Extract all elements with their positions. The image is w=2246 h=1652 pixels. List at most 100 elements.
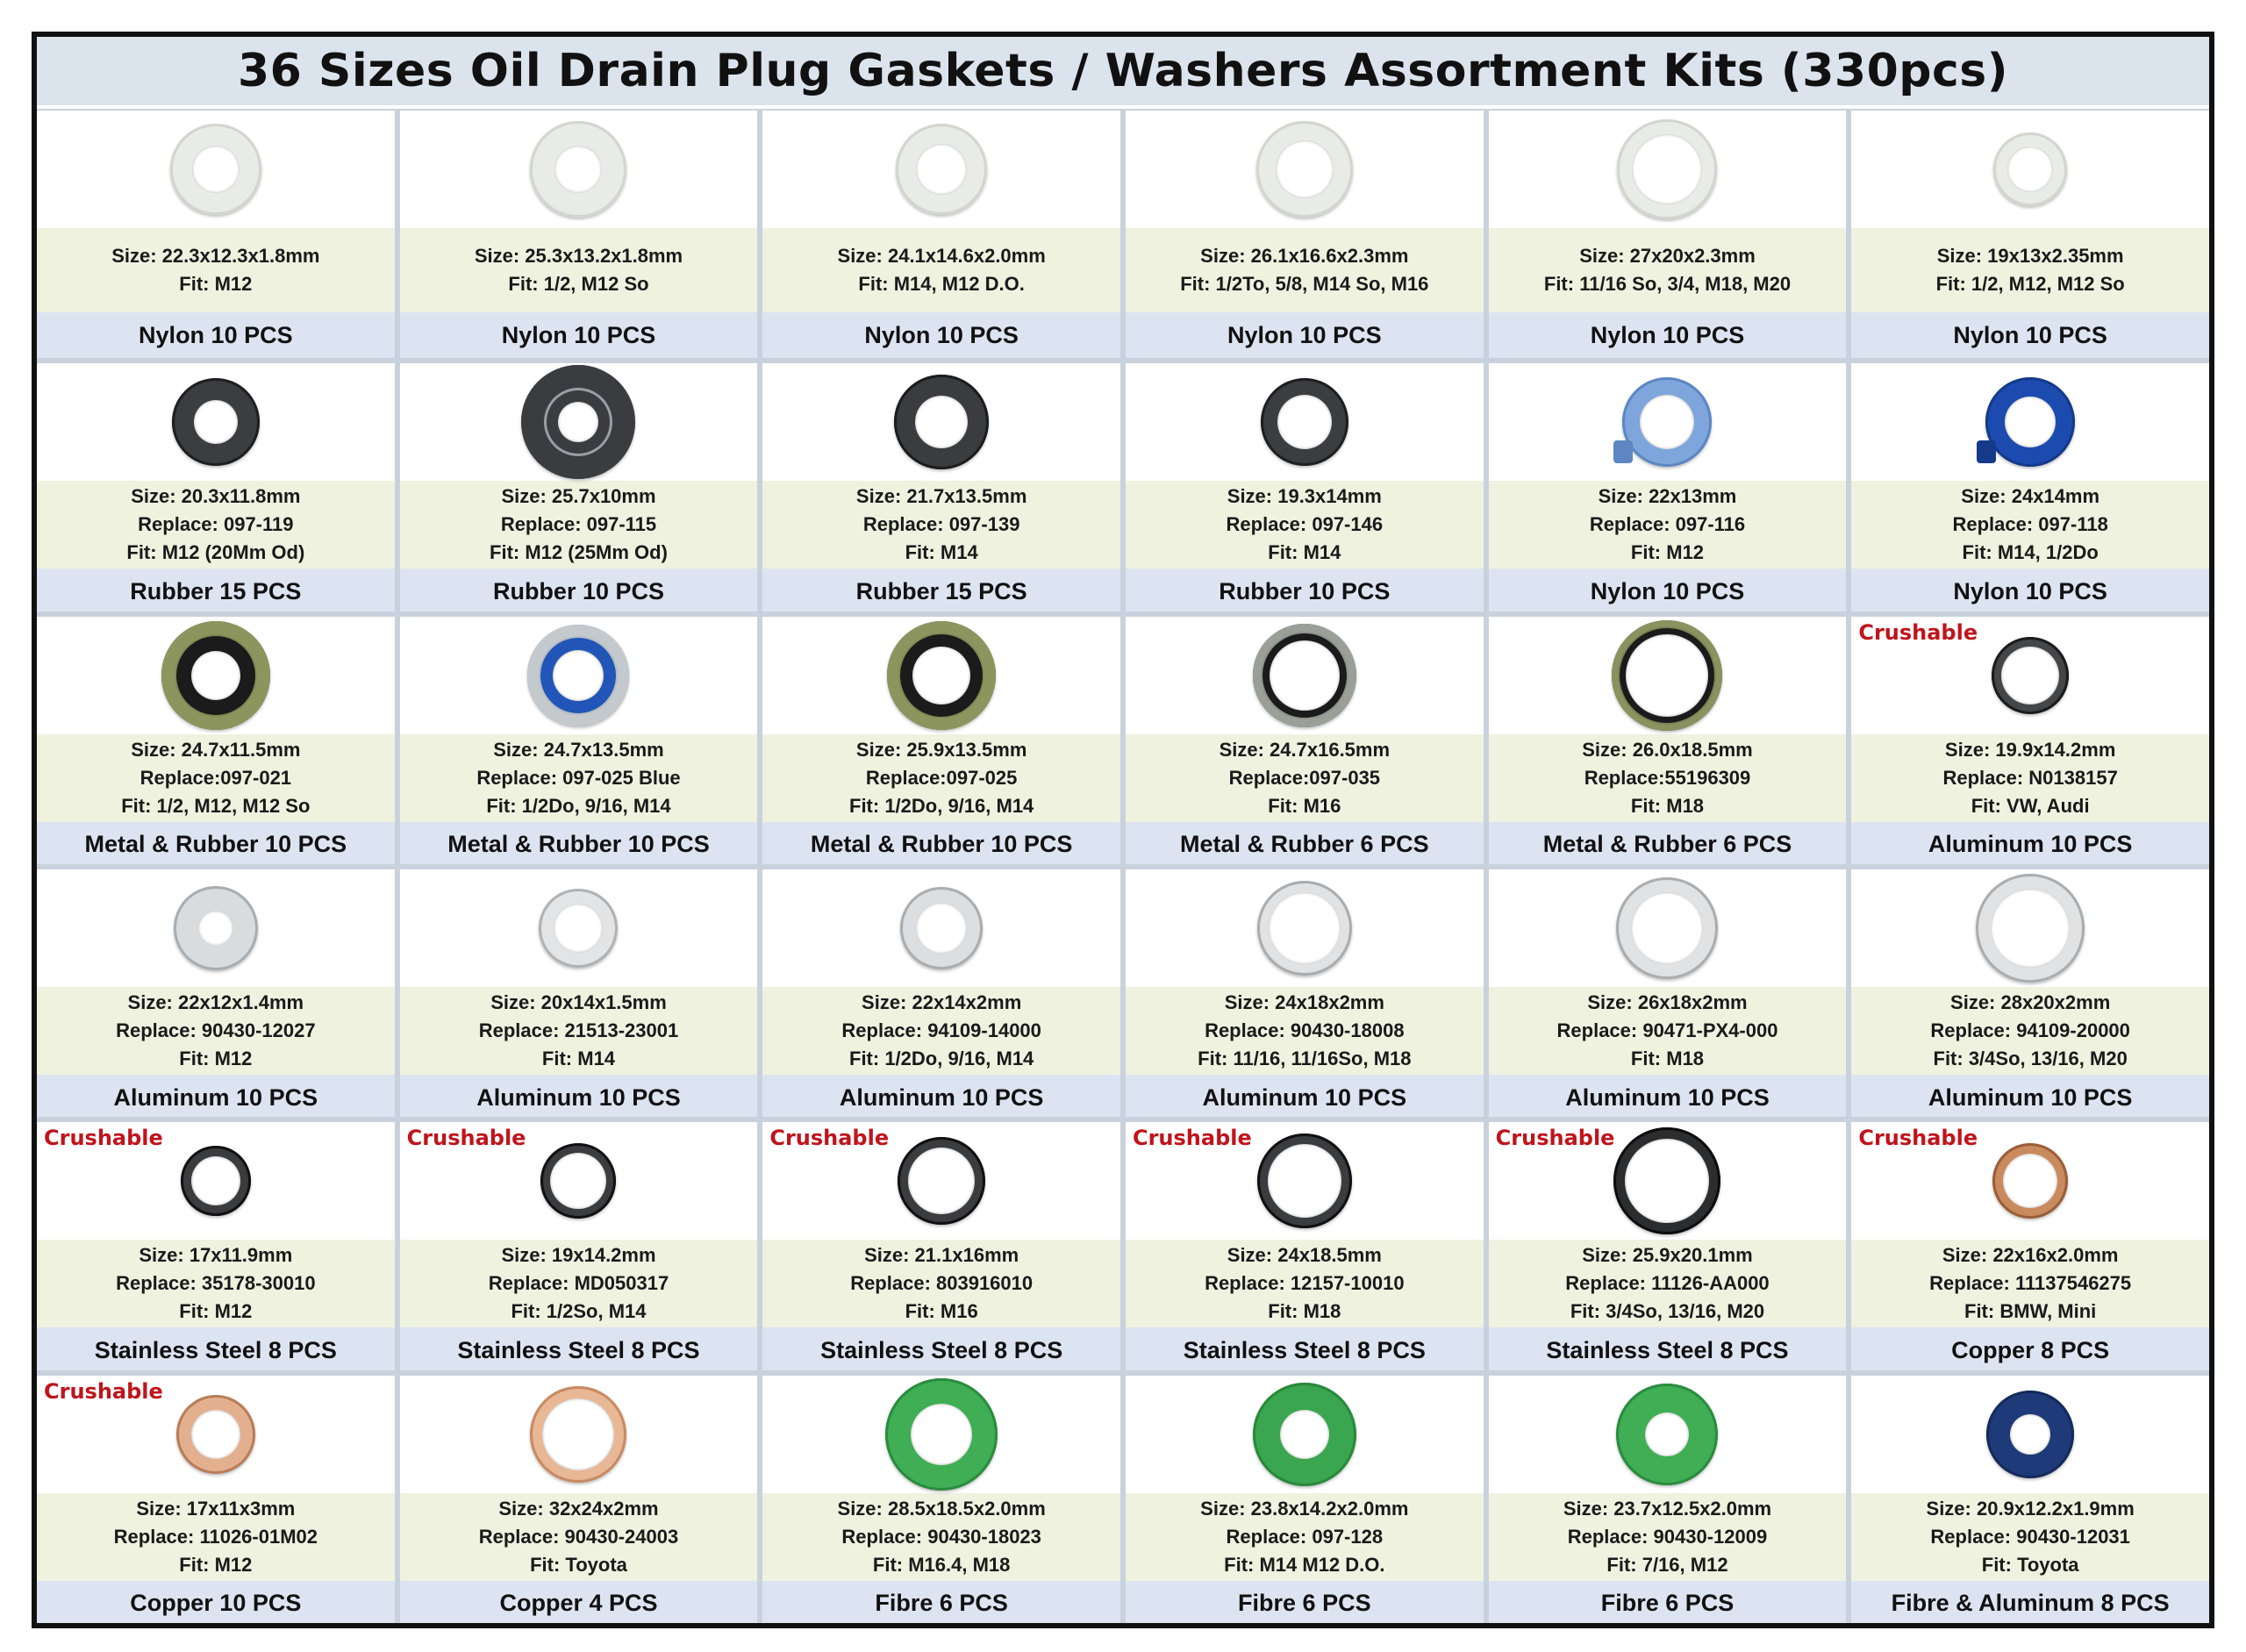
aluminum-washer-icon xyxy=(1616,877,1719,979)
washer-spec: Size: 22x12x1.4mm Replace: 90430-12027 Fit… xyxy=(37,987,395,1075)
washer-spec: Size: 24x14mm Replace: 097-118 Fit: M14, 1… xyxy=(1851,481,2209,569)
material-label-bar: Nylon 10 PCS xyxy=(1488,569,1847,611)
washer-image-area xyxy=(1125,616,1484,734)
washer-spec: Size: 24.7x11.5mm Replace:097-021 Fit: 1/2… xyxy=(37,733,395,822)
washer-image-area xyxy=(37,869,395,987)
washer-card: Size: 23.7x12.5x2.0mm Replace: 90430-1200… xyxy=(1488,1375,1847,1623)
washer-spec: Size: 19x13x2.35mm Fit: 1/2, M12, M12 So xyxy=(1851,228,2209,313)
material-label-bar: Nylon 10 PCS xyxy=(1488,312,1847,359)
material-label: Stainless Steel 8 PCS xyxy=(457,1336,700,1363)
washer-card: Size: 25.7x10mm Replace: 097-115 Fit: M12 … xyxy=(399,363,758,611)
navy-fibre-washer-icon xyxy=(1986,1390,2075,1478)
spec-line: Size: 24x14mm xyxy=(1961,485,2100,508)
spec-line: Fit: M12 xyxy=(179,273,253,296)
spec-line: Size: 27x20x2.3mm xyxy=(1579,245,1756,268)
spec-line: Fit: M16 xyxy=(1268,794,1341,817)
material-label-bar: Rubber 15 PCS xyxy=(37,569,395,611)
spec-line: Fit: M14, 1/2Do xyxy=(1962,541,2099,564)
spec-line: Fit: M14 M12 D.O. xyxy=(1224,1553,1385,1576)
spec-line: Fit: M12 (20Mm Od) xyxy=(126,541,305,564)
material-label-bar: Fibre 6 PCS xyxy=(1488,1580,1847,1623)
material-label: Metal & Rubber 10 PCS xyxy=(810,831,1073,858)
spec-line: Size: 28x20x2mm xyxy=(1950,991,2111,1013)
spec-line: Replace: 097-118 xyxy=(1952,513,2108,536)
washer-image-area xyxy=(1488,1375,1847,1493)
spec-line: Size: 22.3x12.3x1.8mm xyxy=(111,245,320,268)
washer-image-area xyxy=(399,616,758,734)
washer-spec: Size: 17x11x3mm Replace: 11026-01M02 Fit: … xyxy=(37,1492,395,1581)
spec-line: Fit: 7/16, M12 xyxy=(1606,1553,1728,1576)
washer-grid: Size: 22.3x12.3x1.8mm Fit: M12 Nylon 10 PC… xyxy=(37,111,2209,1623)
spec-line: Replace: 097-146 xyxy=(1226,513,1384,536)
spec-line: Size: 25.7x10mm xyxy=(501,485,656,508)
spec-line: Size: 24x18.5mm xyxy=(1227,1244,1382,1267)
material-label: Nylon 10 PCS xyxy=(1590,321,1745,348)
material-label-bar: Stainless Steel 8 PCS xyxy=(37,1327,395,1370)
washer-card: Size: 26.1x16.6x2.3mm Fit: 1/2To, 5/8, M1… xyxy=(1125,111,1484,359)
material-label: Rubber 10 PCS xyxy=(492,577,665,604)
washer-card: Size: 20.9x12.2x1.9mm Replace: 90430-1203… xyxy=(1851,1375,2209,1623)
washer-spec: Size: 24x18.5mm Replace: 12157-10010 Fit: … xyxy=(1125,1240,1484,1328)
washer-card: Crushable Size: 21.1x16mm Replace: 8039160… xyxy=(762,1122,1120,1370)
washer-spec: Size: 26x18x2mm Replace: 90471-PX4-000 Fit… xyxy=(1488,987,1847,1075)
washer-image-area xyxy=(1125,1375,1484,1493)
spec-line: Fit: Toyota xyxy=(530,1553,627,1576)
spec-line: Size: 22x13mm xyxy=(1598,485,1737,508)
material-label: Stainless Steel 8 PCS xyxy=(94,1336,337,1363)
washer-image-area xyxy=(1125,111,1484,228)
spec-line: Replace: 90430-12027 xyxy=(116,1019,316,1041)
washer-spec: Size: 19.3x14mm Replace: 097-146 Fit: M14 xyxy=(1125,481,1484,569)
spec-line: Size: 22x14x2mm xyxy=(862,991,1022,1013)
washer-card: Crushable Size: 25.9x20.1mm Replace: 11126… xyxy=(1488,1122,1847,1370)
spec-line: Replace: 90430-18023 xyxy=(841,1525,1041,1548)
spec-line: Fit: M18 xyxy=(1268,1300,1341,1323)
green-fibre-washer-icon xyxy=(885,1377,998,1491)
crushable-steel-washer-icon xyxy=(180,1146,251,1217)
washer-card: Size: 24.1x14.6x2.0mm Fit: M14, M12 D.O. N… xyxy=(762,111,1120,359)
material-label: Aluminum 10 PCS xyxy=(839,1083,1044,1111)
spec-line: Fit: 11/16, 11/16So, M18 xyxy=(1198,1048,1412,1069)
spec-line: Size: 20x14x1.5mm xyxy=(490,991,667,1013)
crushable-steel-washer-icon xyxy=(1992,636,2070,714)
spec-line: Fit: M12 xyxy=(179,1048,253,1069)
washer-card: Crushable Size: 19x14.2mm Replace: MD05031… xyxy=(399,1122,758,1370)
spec-line: Fit: VW, Audi xyxy=(1971,794,2090,817)
material-label: Nylon 10 PCS xyxy=(1953,321,2107,348)
washer-spec: Size: 28x20x2mm Replace: 94109-20000 Fit: … xyxy=(1851,987,2209,1075)
material-label-bar: Rubber 10 PCS xyxy=(1125,569,1484,611)
washer-spec: Size: 25.9x20.1mm Replace: 11126-AA000 Fit… xyxy=(1488,1240,1847,1328)
washer-image-area xyxy=(1851,869,2209,987)
rubber-washer-icon xyxy=(521,365,636,480)
spec-line: Replace: 11126-AA000 xyxy=(1565,1272,1770,1295)
material-label-bar: Nylon 10 PCS xyxy=(37,312,395,359)
spec-line: Fit: 1/2Do, 9/16, M14 xyxy=(849,794,1034,817)
material-label: Nylon 10 PCS xyxy=(1953,577,2107,604)
spec-line: Replace: 35178-30010 xyxy=(116,1272,316,1295)
material-label-bar: Metal & Rubber 10 PCS xyxy=(399,821,758,864)
poster-frame: 36 Sizes Oil Drain Plug Gaskets / Washer… xyxy=(32,32,2214,1628)
spec-line: Replace: 21513-23001 xyxy=(478,1019,679,1041)
washer-image-area xyxy=(37,616,395,734)
material-label: Aluminum 10 PCS xyxy=(1928,1083,2133,1111)
washer-spec: Size: 27x20x2.3mm Fit: 11/16 So, 3/4, M18… xyxy=(1488,228,1847,313)
spec-line: Replace: 11026-01M02 xyxy=(113,1525,318,1548)
washer-card: Crushable Size: 22x16x2.0mm Replace: 11137… xyxy=(1851,1122,2209,1370)
washer-card: Size: 20x14x1.5mm Replace: 21513-23001 Fit… xyxy=(399,869,758,1118)
crushable-tag: Crushable xyxy=(1132,1126,1252,1151)
washer-image-area xyxy=(1488,616,1847,734)
material-label-bar: Aluminum 10 PCS xyxy=(1851,821,2209,864)
crushable-steel-washer-icon xyxy=(898,1137,986,1226)
washer-card: Size: 20.3x11.8mm Replace: 097-119 Fit: M1… xyxy=(37,363,395,611)
spec-line: Size: 23.7x12.5x2.0mm xyxy=(1563,1497,1772,1520)
washer-image-area: Crushable xyxy=(37,1122,395,1241)
spec-line: Replace: 097-115 xyxy=(500,513,657,536)
washer-card: Size: 22x14x2mm Replace: 94109-14000 Fit: … xyxy=(762,869,1120,1118)
spec-line: Fit: M12 xyxy=(179,1300,253,1323)
washer-spec: Size: 26.0x18.5mm Replace:55196309 Fit: M1… xyxy=(1488,733,1847,822)
material-label-bar: Stainless Steel 8 PCS xyxy=(1488,1327,1847,1370)
spec-line: Fit: M16 xyxy=(905,1300,978,1323)
crushable-steel-washer-icon xyxy=(1613,1127,1721,1235)
washer-spec: Size: 23.7x12.5x2.0mm Replace: 90430-1200… xyxy=(1488,1492,1847,1581)
spec-line: Fit: M16.4, M18 xyxy=(872,1553,1011,1576)
washer-tab-icon xyxy=(1977,440,1997,464)
